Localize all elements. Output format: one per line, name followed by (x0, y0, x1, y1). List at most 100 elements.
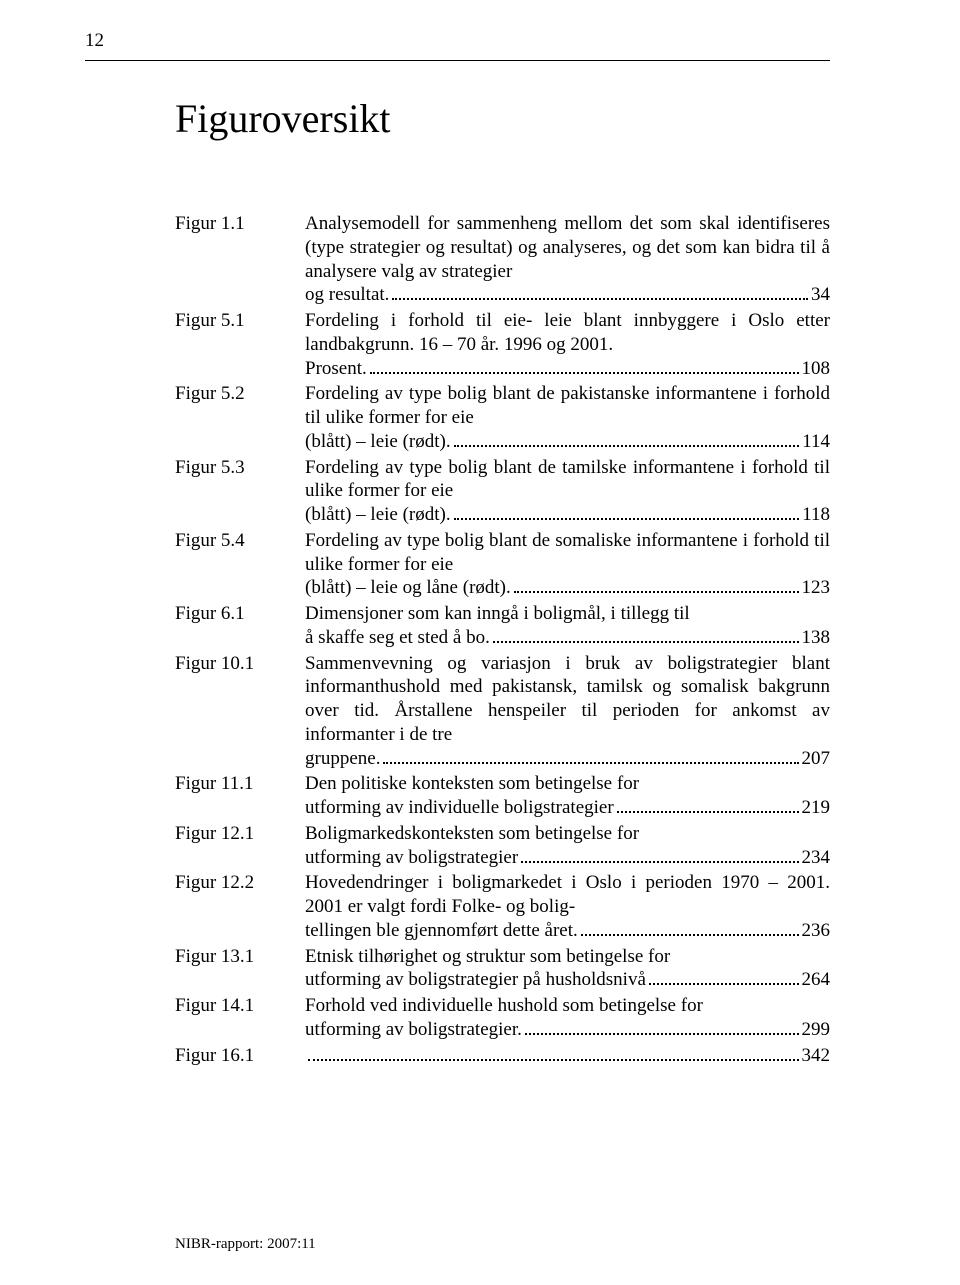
figure-label: Figur 6.1 (175, 602, 305, 650)
description-last-text: utforming av boligstrategier. (305, 1018, 522, 1042)
leader-dots (454, 504, 800, 520)
leader-dots (308, 1044, 799, 1060)
figure-description: Fordeling av type bolig blant de tamilsk… (305, 456, 830, 527)
description-line: Forhold ved individuelle hushold som bet… (305, 994, 830, 1018)
figure-label: Figur 12.2 (175, 871, 305, 942)
figure-page-number: 219 (802, 796, 831, 820)
figure-label: Figur 10.1 (175, 652, 305, 771)
figure-entry: Figur 11.1Den politiske konteksten som b… (175, 772, 830, 820)
description-line: Sammenvevning og variasjon i bruk av bol… (305, 652, 830, 747)
description-line: Fordeling av type bolig blant de somalis… (305, 529, 830, 577)
description-last-line: tellingen ble gjennomført dette året. 236 (305, 919, 830, 943)
figure-description: Fordeling av type bolig blant de somalis… (305, 529, 830, 600)
description-last-text: utforming av boligstrategier (305, 846, 518, 870)
description-line: Etnisk tilhørighet og struktur som betin… (305, 945, 830, 969)
figure-page-number: 264 (802, 968, 831, 992)
figure-description: Sammenvevning og variasjon i bruk av bol… (305, 652, 830, 771)
figure-page-number: 108 (802, 357, 831, 381)
figure-entry: Figur 5.2Fordeling av type bolig blant d… (175, 382, 830, 453)
figure-description: Forhold ved individuelle hushold som bet… (305, 994, 830, 1042)
leader-dots (514, 577, 799, 593)
description-line: Fordeling av type bolig blant de tamilsk… (305, 456, 830, 504)
description-last-line: gruppene. 207 (305, 747, 830, 771)
leader-dots (383, 747, 798, 763)
figure-label: Figur 16.1 (175, 1044, 305, 1068)
figure-page-number: 342 (802, 1044, 831, 1068)
figure-entry: Figur 6.1Dimensjoner som kan inngå i bol… (175, 602, 830, 650)
description-last-text: tellingen ble gjennomført dette året. (305, 919, 578, 943)
figure-entry: Figur 5.1Fordeling i forhold til eie- le… (175, 309, 830, 380)
description-last-line: utforming av individuelle boligstrategie… (305, 796, 830, 820)
figure-page-number: 299 (802, 1018, 831, 1042)
figure-page-number: 34 (811, 283, 830, 307)
figure-description: Fordeling i forhold til eie- leie blant … (305, 309, 830, 380)
description-last-line: 342 (305, 1044, 830, 1068)
description-last-line: (blått) – leie (rødt). 114 (305, 430, 830, 454)
leader-dots (525, 1019, 799, 1035)
document-page: 12 Figuroversikt Figur 1.1Analysemodell … (0, 0, 960, 1285)
figure-page-number: 114 (802, 430, 830, 454)
figure-description: Etnisk tilhørighet og struktur som betin… (305, 945, 830, 993)
figure-page-number: 234 (802, 846, 831, 870)
figure-label: Figur 14.1 (175, 994, 305, 1042)
description-line: Fordeling av type bolig blant de pakista… (305, 382, 830, 430)
figure-entry: Figur 5.3Fordeling av type bolig blant d… (175, 456, 830, 527)
description-last-text: gruppene. (305, 747, 380, 771)
figure-entry: Figur 12.1Boligmarkedskonteksten som bet… (175, 822, 830, 870)
figure-label: Figur 5.1 (175, 309, 305, 380)
description-last-text: Prosent. (305, 357, 367, 381)
figure-description: Fordeling av type bolig blant de pakista… (305, 382, 830, 453)
figure-label: Figur 13.1 (175, 945, 305, 993)
leader-dots (493, 627, 799, 643)
figure-label: Figur 5.2 (175, 382, 305, 453)
figure-entry: Figur 12.2Hovedendringer i boligmarkedet… (175, 871, 830, 942)
description-line: Fordeling i forhold til eie- leie blant … (305, 309, 830, 357)
figure-entry: Figur 13.1Etnisk tilhørighet og struktur… (175, 945, 830, 993)
header-rule (85, 60, 830, 61)
figure-description: Boligmarkedskonteksten som betingelse fo… (305, 822, 830, 870)
figure-page-number: 207 (802, 747, 831, 771)
figure-label: Figur 5.3 (175, 456, 305, 527)
leader-dots (454, 431, 800, 447)
description-line: Den politiske konteksten som betingelse … (305, 772, 830, 796)
leader-dots (581, 920, 799, 936)
figure-entry: Figur 5.4Fordeling av type bolig blant d… (175, 529, 830, 600)
description-line: Dimensjoner som kan inngå i boligmål, i … (305, 602, 830, 626)
description-line: Hovedendringer i boligmarkedet i Oslo i … (305, 871, 830, 919)
description-last-line: utforming av boligstrategier. 299 (305, 1018, 830, 1042)
description-last-line: utforming av boligstrategier 234 (305, 846, 830, 870)
figure-description: Analysemodell for sammenheng mellom det … (305, 212, 830, 307)
leader-dots (392, 284, 808, 300)
description-last-line: (blått) – leie og låne (rødt).123 (305, 576, 830, 600)
description-last-text: utforming av individuelle boligstrategie… (305, 796, 614, 820)
figure-label: Figur 1.1 (175, 212, 305, 307)
figure-entry: Figur 10.1Sammenvevning og variasjon i b… (175, 652, 830, 771)
figure-entry: Figur 16.1 342 (175, 1044, 830, 1068)
figure-page-number: 138 (802, 626, 831, 650)
figure-description: 342 (305, 1044, 830, 1068)
description-last-text: (blått) – leie (rødt). (305, 430, 451, 454)
description-line: Boligmarkedskonteksten som betingelse fo… (305, 822, 830, 846)
leader-dots (649, 969, 799, 985)
leader-dots (370, 357, 799, 373)
figure-label: Figur 11.1 (175, 772, 305, 820)
description-last-line: å skaffe seg et sted å bo.138 (305, 626, 830, 650)
leader-dots (617, 797, 799, 813)
figure-page-number: 123 (802, 576, 831, 600)
leader-dots (521, 846, 798, 862)
description-last-line: og resultat.34 (305, 283, 830, 307)
figure-description: Dimensjoner som kan inngå i boligmål, i … (305, 602, 830, 650)
figure-label: Figur 5.4 (175, 529, 305, 600)
figure-page-number: 236 (802, 919, 831, 943)
figure-list: Figur 1.1Analysemodell for sammenheng me… (175, 212, 830, 1067)
page-title: Figuroversikt (175, 95, 830, 142)
description-last-line: Prosent. 108 (305, 357, 830, 381)
footer-report-id: NIBR-rapport: 2007:11 (175, 1236, 316, 1253)
page-number: 12 (85, 30, 104, 52)
figure-description: Den politiske konteksten som betingelse … (305, 772, 830, 820)
description-line: Analysemodell for sammenheng mellom det … (305, 212, 830, 283)
figure-entry: Figur 14.1Forhold ved individuelle husho… (175, 994, 830, 1042)
description-last-text: utforming av boligstrategier på husholds… (305, 968, 646, 992)
figure-description: Hovedendringer i boligmarkedet i Oslo i … (305, 871, 830, 942)
description-last-line: (blått) – leie (rødt).118 (305, 503, 830, 527)
